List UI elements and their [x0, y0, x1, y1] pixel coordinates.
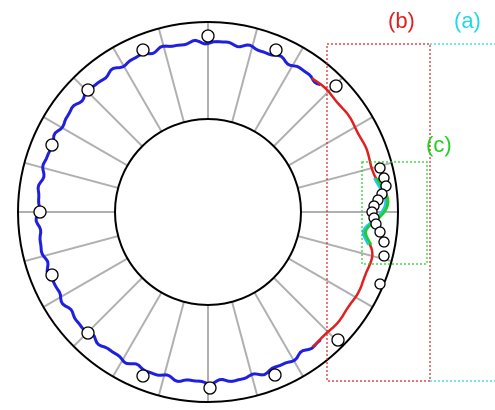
spoke: [24, 235, 119, 263]
spoke: [112, 46, 163, 132]
spoke: [24, 161, 119, 189]
marker-point: [378, 236, 390, 248]
marker-point: [329, 79, 343, 93]
marker-point: [81, 326, 95, 340]
marker-point: [201, 29, 215, 43]
spoke: [157, 28, 185, 123]
spoke: [42, 257, 128, 308]
inner-circle: [114, 118, 302, 306]
marker-point: [81, 83, 95, 97]
marker-point: [378, 250, 390, 262]
marker-point: [45, 138, 59, 152]
spoke: [253, 292, 304, 378]
marker-point: [269, 43, 283, 57]
spoke: [253, 46, 304, 132]
spoke: [157, 301, 185, 396]
spoke: [273, 277, 344, 348]
spoke: [42, 116, 128, 167]
spoke: [112, 292, 163, 378]
marker-point: [136, 43, 150, 57]
marker-point: [268, 368, 282, 382]
zoom-box-c: [361, 161, 428, 265]
spoke: [288, 257, 374, 308]
spoke: [231, 301, 259, 396]
marker-point: [374, 226, 386, 238]
label-b: (b): [388, 8, 415, 33]
label-a: (a): [454, 8, 481, 33]
marker-point: [203, 381, 217, 395]
marker-point: [374, 278, 386, 290]
marker-point: [45, 268, 59, 282]
marker-point: [136, 369, 150, 383]
label-c: (c): [426, 132, 452, 157]
marker-points: [33, 29, 392, 395]
spoke: [288, 116, 374, 167]
marker-point: [331, 333, 345, 347]
marker-point: [33, 205, 47, 219]
spoke: [297, 235, 392, 263]
spoke: [231, 28, 259, 123]
marker-point: [374, 162, 386, 174]
outer-circle: [17, 21, 399, 403]
